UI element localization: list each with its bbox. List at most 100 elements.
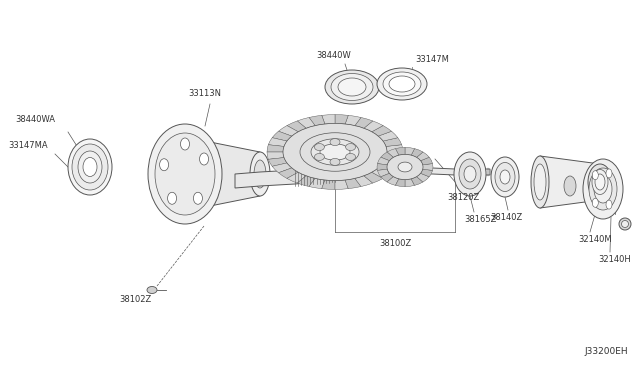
Polygon shape <box>268 138 287 147</box>
Ellipse shape <box>564 176 576 196</box>
Polygon shape <box>387 177 399 185</box>
Polygon shape <box>278 126 298 136</box>
Text: J33200EH: J33200EH <box>584 347 628 356</box>
Ellipse shape <box>331 74 373 100</box>
Polygon shape <box>420 157 433 165</box>
Text: 33147M: 33147M <box>415 55 449 64</box>
Ellipse shape <box>592 171 598 180</box>
Polygon shape <box>381 152 394 161</box>
Ellipse shape <box>619 218 631 230</box>
Ellipse shape <box>454 152 486 196</box>
Ellipse shape <box>531 156 549 208</box>
Polygon shape <box>377 164 387 170</box>
Polygon shape <box>386 145 403 152</box>
Ellipse shape <box>320 144 350 160</box>
Polygon shape <box>335 115 348 124</box>
Ellipse shape <box>588 164 612 200</box>
Ellipse shape <box>594 175 612 203</box>
Text: 38100Z: 38100Z <box>379 240 411 248</box>
Text: 38140Z: 38140Z <box>490 214 522 222</box>
Ellipse shape <box>254 160 266 188</box>
Text: 38120Z: 38120Z <box>447 193 479 202</box>
Polygon shape <box>420 169 433 177</box>
Text: 32140M: 32140M <box>578 234 612 244</box>
Polygon shape <box>396 179 405 187</box>
Ellipse shape <box>387 154 423 180</box>
Polygon shape <box>405 179 415 187</box>
Polygon shape <box>278 168 298 179</box>
Ellipse shape <box>330 139 340 145</box>
Ellipse shape <box>283 124 387 180</box>
Ellipse shape <box>346 153 356 160</box>
Polygon shape <box>272 163 292 173</box>
Ellipse shape <box>267 115 403 189</box>
Ellipse shape <box>377 68 427 100</box>
Polygon shape <box>405 147 415 155</box>
Ellipse shape <box>500 170 510 184</box>
Ellipse shape <box>583 159 623 219</box>
Polygon shape <box>355 176 372 186</box>
Polygon shape <box>383 138 402 147</box>
Ellipse shape <box>180 138 189 150</box>
Ellipse shape <box>147 286 157 294</box>
Polygon shape <box>335 180 348 189</box>
Ellipse shape <box>606 200 612 209</box>
Text: 32140H: 32140H <box>598 256 631 264</box>
Ellipse shape <box>464 166 476 182</box>
Polygon shape <box>364 172 383 183</box>
Ellipse shape <box>592 170 608 195</box>
Ellipse shape <box>314 144 324 151</box>
Ellipse shape <box>377 147 433 187</box>
Polygon shape <box>322 115 335 124</box>
Polygon shape <box>417 152 429 161</box>
Polygon shape <box>195 139 260 209</box>
Ellipse shape <box>200 153 209 165</box>
Ellipse shape <box>330 158 340 166</box>
Polygon shape <box>411 177 423 185</box>
Ellipse shape <box>159 159 168 171</box>
Polygon shape <box>378 157 389 165</box>
Polygon shape <box>417 173 429 182</box>
Ellipse shape <box>595 174 605 190</box>
Ellipse shape <box>495 163 515 192</box>
Ellipse shape <box>589 168 617 210</box>
Polygon shape <box>287 121 306 132</box>
Polygon shape <box>297 118 315 128</box>
Polygon shape <box>268 158 287 166</box>
Polygon shape <box>386 152 403 159</box>
Text: 38440W: 38440W <box>316 51 351 61</box>
Ellipse shape <box>383 72 421 96</box>
Polygon shape <box>267 152 284 159</box>
Polygon shape <box>372 168 392 179</box>
Polygon shape <box>540 156 600 208</box>
Ellipse shape <box>398 162 412 172</box>
Polygon shape <box>355 118 372 128</box>
Ellipse shape <box>534 164 546 200</box>
Polygon shape <box>387 148 399 157</box>
Ellipse shape <box>148 124 222 224</box>
Ellipse shape <box>68 139 112 195</box>
Ellipse shape <box>621 221 628 228</box>
Ellipse shape <box>72 144 108 190</box>
Ellipse shape <box>314 153 324 160</box>
Polygon shape <box>378 169 389 177</box>
Polygon shape <box>235 165 340 188</box>
Text: 38440WA: 38440WA <box>15 115 55 125</box>
Ellipse shape <box>606 169 612 178</box>
Polygon shape <box>345 115 361 126</box>
Polygon shape <box>381 173 394 182</box>
Polygon shape <box>287 172 306 183</box>
Text: 33113N: 33113N <box>188 90 221 99</box>
Ellipse shape <box>459 159 481 189</box>
Polygon shape <box>360 165 490 175</box>
Polygon shape <box>364 121 383 132</box>
Ellipse shape <box>193 192 202 204</box>
Polygon shape <box>309 179 325 189</box>
Polygon shape <box>345 179 361 189</box>
Polygon shape <box>297 176 315 186</box>
Polygon shape <box>423 164 433 170</box>
Ellipse shape <box>389 76 415 92</box>
Ellipse shape <box>168 192 177 204</box>
Ellipse shape <box>78 151 102 183</box>
Text: 38165Z: 38165Z <box>464 215 497 224</box>
